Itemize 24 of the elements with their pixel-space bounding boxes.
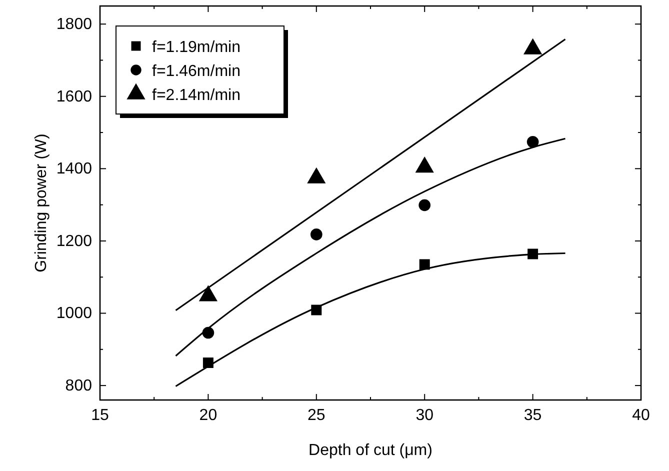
- x-tick-label: 15: [91, 407, 109, 424]
- x-tick-label: 30: [416, 407, 434, 424]
- point: [310, 228, 322, 240]
- y-tick-label: 1000: [56, 305, 92, 322]
- x-tick-label: 40: [632, 407, 650, 424]
- legend-label: f=1.19m/min: [152, 39, 240, 56]
- legend-label: f=1.46m/min: [152, 63, 240, 80]
- y-axis-title: Grinding power (W): [33, 134, 50, 272]
- y-tick-label: 1400: [56, 160, 92, 178]
- x-tick-label: 35: [524, 407, 542, 424]
- y-tick-label: 800: [65, 378, 92, 395]
- x-tick-label: 20: [199, 407, 218, 424]
- y-tick-label: 1800: [56, 16, 92, 34]
- point: [523, 38, 542, 54]
- point: [415, 156, 434, 173]
- y-tick-label: 1200: [56, 232, 92, 250]
- line-series: [174, 138, 566, 357]
- point: [418, 199, 431, 212]
- legend-label: f=2.14m/min: [152, 87, 240, 104]
- point: [307, 167, 326, 184]
- x-axis-title: Depth of cut (μm): [308, 442, 432, 459]
- x-tick-label: 25: [308, 407, 326, 424]
- y-tick-label: 1600: [56, 88, 92, 106]
- point: [419, 259, 430, 270]
